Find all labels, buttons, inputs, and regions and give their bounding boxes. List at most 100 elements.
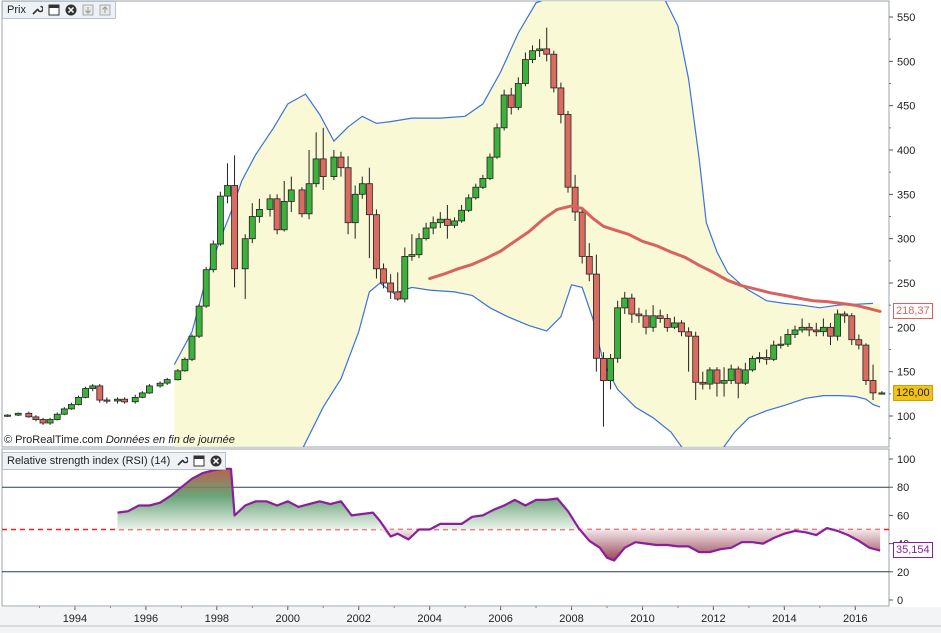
candle (600, 352, 607, 427)
wrench-icon[interactable] (174, 454, 189, 468)
candle (706, 367, 714, 390)
rsi-axis-label: 60 (897, 510, 909, 522)
price-axis-label: 550 (897, 12, 915, 24)
candle-body (39, 419, 47, 424)
candle (337, 151, 345, 177)
candle-body (280, 200, 288, 231)
bollinger-band-fill (174, 1, 881, 447)
candle-body (798, 326, 806, 331)
candle (216, 191, 224, 246)
candle (635, 307, 643, 323)
candle (472, 183, 480, 200)
candle (209, 240, 217, 273)
price-axis-label: 100 (897, 411, 915, 423)
candle (507, 87, 515, 115)
candle-body (103, 399, 111, 402)
candle (280, 181, 288, 232)
candle-body (53, 413, 61, 420)
candle-body (68, 404, 75, 410)
candle (4, 414, 11, 417)
candle-body (96, 385, 104, 401)
candle-body (458, 209, 466, 222)
candle (543, 27, 551, 62)
candle-body (614, 307, 621, 359)
move-down-icon[interactable] (81, 3, 96, 17)
close-icon[interactable] (64, 3, 79, 17)
candle-body (415, 238, 423, 256)
candle (46, 417, 54, 425)
candle-body (4, 414, 11, 417)
candle (621, 291, 629, 315)
candle (841, 311, 849, 323)
candle-body (156, 382, 164, 387)
candle-body (706, 369, 714, 385)
candle (121, 397, 128, 404)
wrench-icon[interactable] (30, 3, 45, 17)
candle-body (848, 315, 856, 341)
candle-body (720, 380, 728, 384)
candle (869, 364, 877, 401)
candle (720, 367, 728, 397)
candle-body (174, 370, 182, 381)
candle (25, 411, 33, 418)
candle (571, 174, 579, 221)
candle-body (749, 357, 756, 371)
candle-body (287, 189, 295, 202)
candle-body (121, 398, 128, 403)
price-axis-label: 300 (897, 234, 915, 246)
candle (163, 377, 171, 385)
candle (529, 45, 536, 64)
candle (770, 340, 778, 362)
candle (550, 50, 558, 93)
candle (678, 320, 685, 337)
candle-body (380, 268, 387, 284)
candle (671, 316, 678, 330)
candle-body (312, 158, 320, 185)
candle-body (550, 53, 558, 89)
move-up-icon[interactable] (98, 3, 113, 17)
candle-body (60, 408, 68, 415)
rsi-axis-label: 80 (897, 482, 909, 494)
candle-body (713, 369, 721, 384)
candle-body (188, 335, 196, 360)
candle (114, 397, 121, 404)
candle-body (255, 208, 263, 217)
candle (557, 82, 565, 124)
candle (96, 384, 104, 403)
candle-body (593, 273, 600, 359)
candle (741, 362, 749, 385)
candle (458, 204, 466, 223)
candle-body (372, 214, 380, 270)
candle-body (209, 243, 217, 271)
x-axis-label: 2000 (276, 613, 300, 625)
candle-body (351, 193, 359, 224)
candle (827, 322, 834, 346)
candle-body (578, 211, 586, 257)
candle (564, 110, 572, 193)
candle (394, 272, 402, 301)
candle-body (699, 381, 707, 385)
candle-body (628, 297, 636, 315)
candle-body (571, 186, 579, 213)
candle (763, 349, 770, 365)
candle-body (827, 326, 834, 337)
candle (878, 391, 886, 395)
price-axis-label: 150 (897, 367, 915, 379)
candle-body (358, 183, 366, 195)
close-icon[interactable] (208, 454, 223, 468)
candle-body (145, 385, 153, 394)
x-axis-label: 2012 (701, 613, 725, 625)
candle-body (451, 220, 458, 226)
candle-body (163, 379, 171, 384)
candle-body (514, 83, 522, 108)
ma-value-tag: 218,37 (893, 303, 933, 319)
price-axis-label: 200 (897, 322, 915, 334)
candle-body (422, 227, 430, 240)
candle (224, 163, 231, 204)
candle (685, 327, 692, 372)
candle (536, 39, 543, 57)
window-icon[interactable] (47, 3, 62, 17)
candle (465, 194, 473, 213)
window-icon[interactable] (191, 454, 206, 468)
x-axis-label: 2008 (559, 613, 583, 625)
